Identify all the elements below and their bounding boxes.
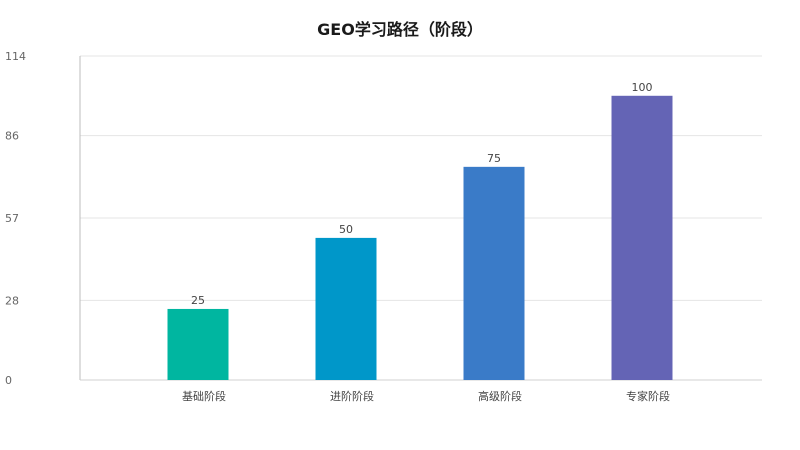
- bar: [463, 166, 525, 380]
- bar: [315, 237, 377, 380]
- bars: [167, 95, 673, 380]
- x-category-labels: 基础阶段 进阶阶段 高级阶段 专家阶段: [182, 389, 670, 403]
- y-tick-label: 57: [5, 212, 19, 225]
- y-tick-label: 86: [5, 130, 19, 143]
- data-labels: 25 50 75 100: [191, 81, 653, 307]
- x-category-label: 高级阶段: [478, 389, 522, 403]
- bar: [167, 308, 229, 380]
- data-label: 50: [339, 223, 353, 236]
- y-tick-labels: 0 28 57 86 114: [5, 50, 26, 387]
- x-category-label: 进阶阶段: [330, 389, 374, 403]
- y-tick-label: 28: [5, 294, 19, 307]
- chart-title: GEO学习路径（阶段）: [317, 20, 483, 39]
- x-category-label: 专家阶段: [626, 389, 670, 403]
- x-category-label: 基础阶段: [182, 389, 226, 403]
- data-label: 100: [632, 81, 653, 94]
- data-label: 25: [191, 294, 205, 307]
- y-tick-label: 114: [5, 50, 26, 63]
- bar: [611, 95, 673, 380]
- data-label: 75: [487, 152, 501, 165]
- y-tick-label: 0: [5, 374, 12, 387]
